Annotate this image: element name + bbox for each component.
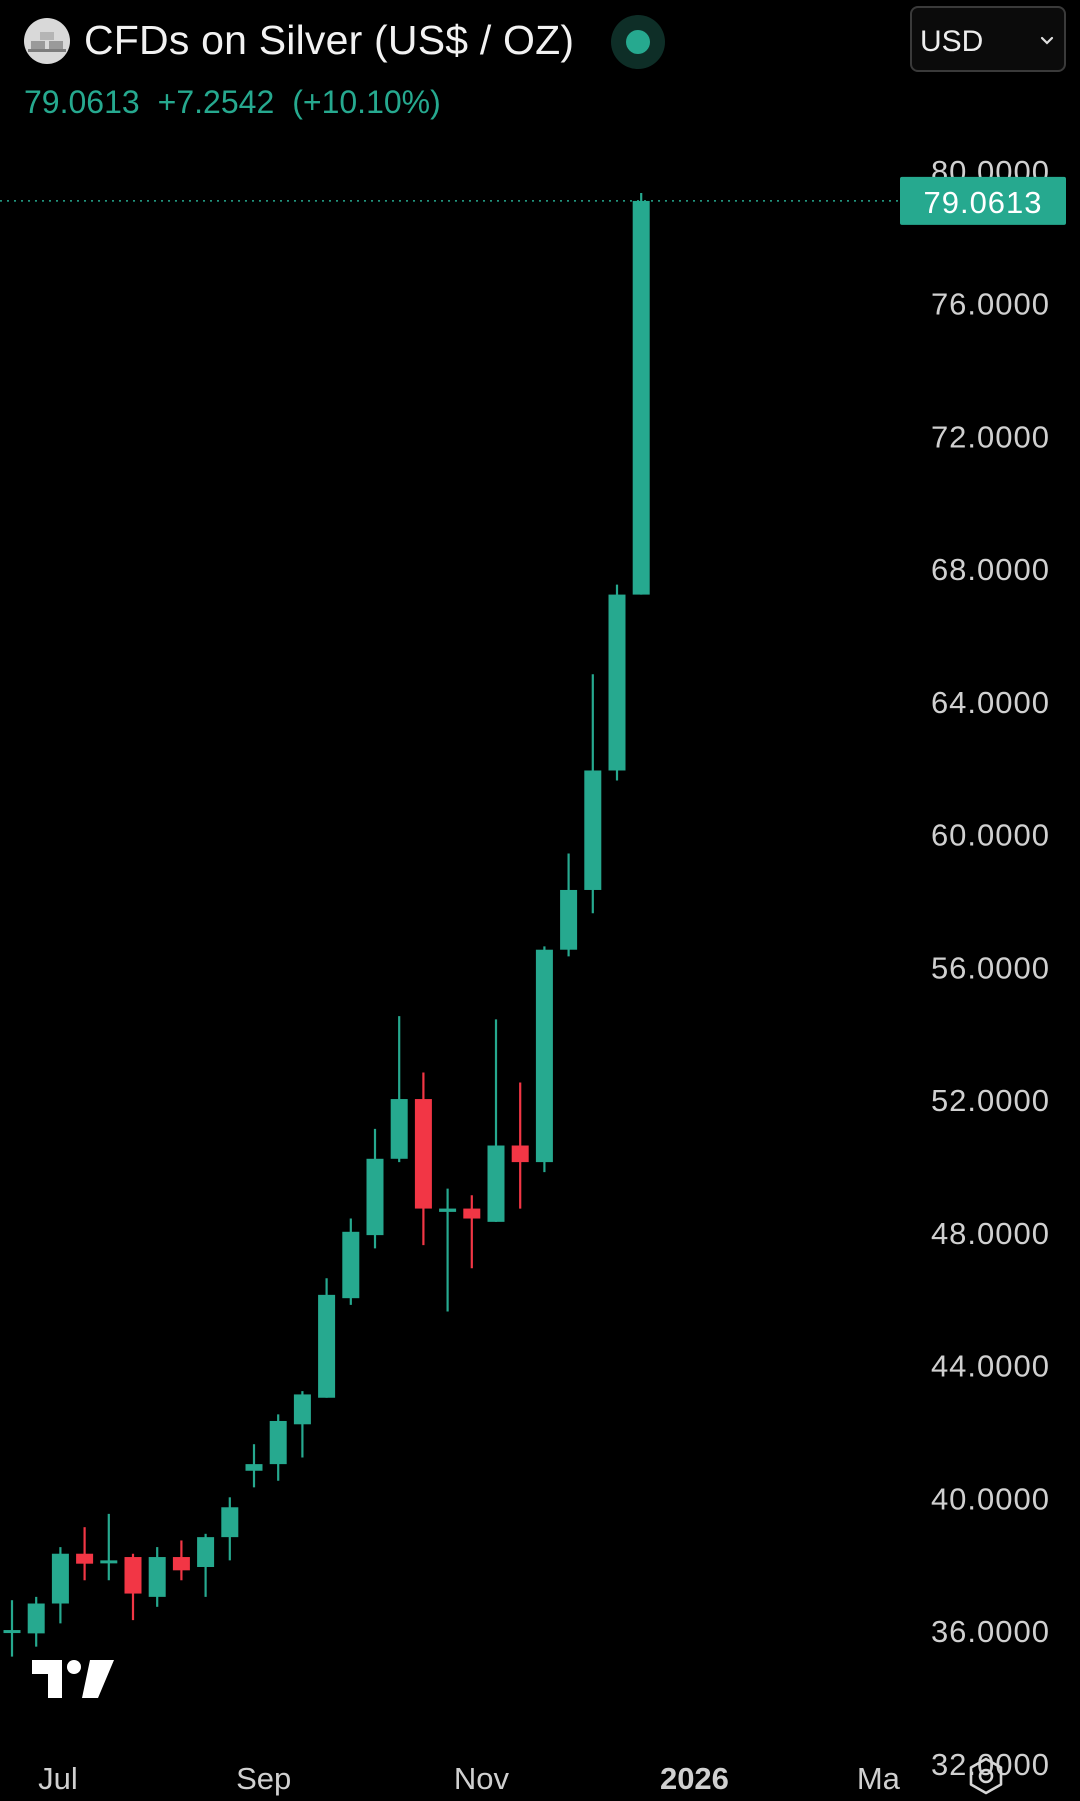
x-tick-label: Nov bbox=[454, 1761, 510, 1796]
x-tick-label: Sep bbox=[236, 1761, 291, 1796]
price-quote: 79.0613 +7.2542 (+10.10%) bbox=[24, 84, 459, 121]
y-tick-label: 36.0000 bbox=[931, 1614, 1050, 1649]
candle-body-down[interactable] bbox=[76, 1553, 94, 1564]
candle-body-up[interactable] bbox=[342, 1231, 360, 1299]
candle-body-up[interactable] bbox=[535, 949, 553, 1163]
y-tick-label: 60.0000 bbox=[931, 818, 1050, 853]
currency-dropdown[interactable]: USD bbox=[910, 6, 1066, 72]
candle-body-down[interactable] bbox=[463, 1208, 481, 1219]
y-tick-label: 52.0000 bbox=[931, 1083, 1050, 1118]
candle-body-up[interactable] bbox=[608, 594, 626, 771]
y-tick-label: 64.0000 bbox=[931, 685, 1050, 720]
candle-body-up[interactable] bbox=[148, 1557, 166, 1597]
settings-icon[interactable] bbox=[966, 1756, 1006, 1796]
y-tick-label: 56.0000 bbox=[931, 950, 1050, 985]
y-tick-label: 76.0000 bbox=[931, 287, 1050, 322]
candle-body-up[interactable] bbox=[584, 770, 602, 890]
candle-body-up[interactable] bbox=[293, 1394, 311, 1425]
candle-body-up[interactable] bbox=[487, 1145, 505, 1222]
x-tick-label: Jul bbox=[38, 1761, 78, 1796]
candle-body-up[interactable] bbox=[51, 1553, 69, 1604]
candle-body-down[interactable] bbox=[414, 1099, 432, 1209]
y-tick-label: 32.0000 bbox=[931, 1747, 1050, 1782]
tradingview-logo[interactable] bbox=[30, 1656, 116, 1702]
candle-body-up[interactable] bbox=[560, 889, 578, 950]
last-price-label: 79.0613 bbox=[923, 185, 1042, 220]
y-tick-label: 44.0000 bbox=[931, 1349, 1050, 1384]
y-tick-label: 72.0000 bbox=[931, 419, 1050, 454]
chart-area[interactable]: 32.0000 36.0000 40.0000 44.0000 48.0000 52.00… bbox=[0, 120, 1080, 1796]
symbol-title[interactable]: CFDs on Silver (US$ / OZ) bbox=[84, 17, 575, 63]
candle-body-up[interactable] bbox=[439, 1208, 457, 1212]
candle-body-up[interactable] bbox=[197, 1537, 215, 1568]
candle-body-up[interactable] bbox=[390, 1099, 408, 1159]
candle-body-down[interactable] bbox=[511, 1145, 529, 1163]
last-price-tag bbox=[900, 176, 1066, 225]
candle-body-down[interactable] bbox=[172, 1557, 190, 1571]
candle-body-up[interactable] bbox=[100, 1560, 118, 1564]
y-tick-label: 40.0000 bbox=[931, 1481, 1050, 1516]
price-change: +7.2542 bbox=[157, 84, 275, 120]
price-change-percent: (+10.10%) bbox=[292, 84, 441, 120]
candle-body-up[interactable] bbox=[269, 1420, 287, 1465]
candlestick-chart[interactable]: 32.0000 36.0000 40.0000 44.0000 48.0000 52.00… bbox=[0, 120, 1080, 1796]
y-tick-label: 68.0000 bbox=[931, 552, 1050, 587]
live-status-dot-icon bbox=[611, 15, 665, 69]
silver-bars-icon bbox=[24, 18, 70, 64]
candle-body-up[interactable] bbox=[221, 1507, 239, 1538]
candle-body-up[interactable] bbox=[3, 1630, 21, 1634]
candle-body-up[interactable] bbox=[27, 1603, 45, 1634]
candle-body-up[interactable] bbox=[245, 1464, 263, 1471]
candle-body-up[interactable] bbox=[632, 200, 650, 595]
candle-body-down[interactable] bbox=[124, 1557, 142, 1594]
currency-label: USD bbox=[920, 25, 984, 58]
x-tick-label: Ma bbox=[857, 1761, 901, 1796]
last-price: 79.0613 bbox=[24, 84, 140, 120]
chart-header: CFDs on Silver (US$ / OZ) USD 79.0613 +7.… bbox=[0, 0, 1080, 120]
x-tick-label: 2026 bbox=[660, 1761, 729, 1796]
y-tick-label: 48.0000 bbox=[931, 1216, 1050, 1251]
chevron-down-icon bbox=[1040, 36, 1054, 45]
candle-body-up[interactable] bbox=[318, 1294, 336, 1398]
candle-body-up[interactable] bbox=[366, 1158, 384, 1236]
